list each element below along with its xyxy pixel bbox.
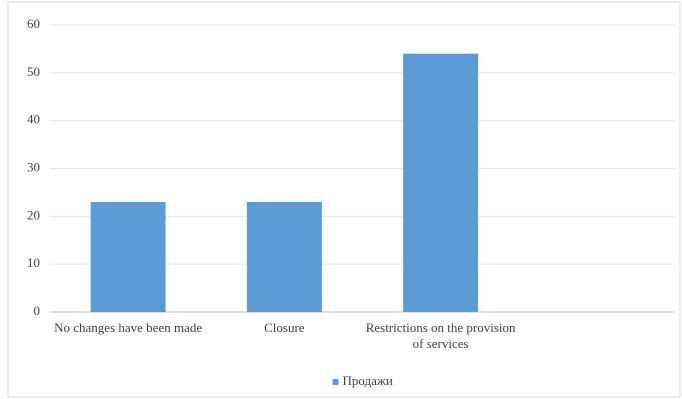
x-tick-label: No changes have been made (54, 320, 203, 335)
y-tick-label: 50 (27, 64, 40, 79)
x-tick-label: Closure (264, 320, 305, 335)
y-tick-label: 40 (27, 112, 40, 127)
bar (90, 201, 166, 312)
legend-swatch (332, 379, 339, 385)
bar (403, 53, 479, 312)
chart-border (7, 1, 681, 398)
y-tick-label: 10 (27, 255, 40, 270)
bar (246, 201, 322, 312)
y-tick-label: 60 (27, 16, 40, 31)
x-tick-label: Restrictions on the provision of service… (365, 320, 516, 351)
y-tick-label: 0 (34, 303, 41, 318)
legend-label: Продажи (343, 373, 393, 388)
y-tick-label: 30 (27, 159, 40, 174)
y-tick-label: 20 (27, 207, 40, 222)
